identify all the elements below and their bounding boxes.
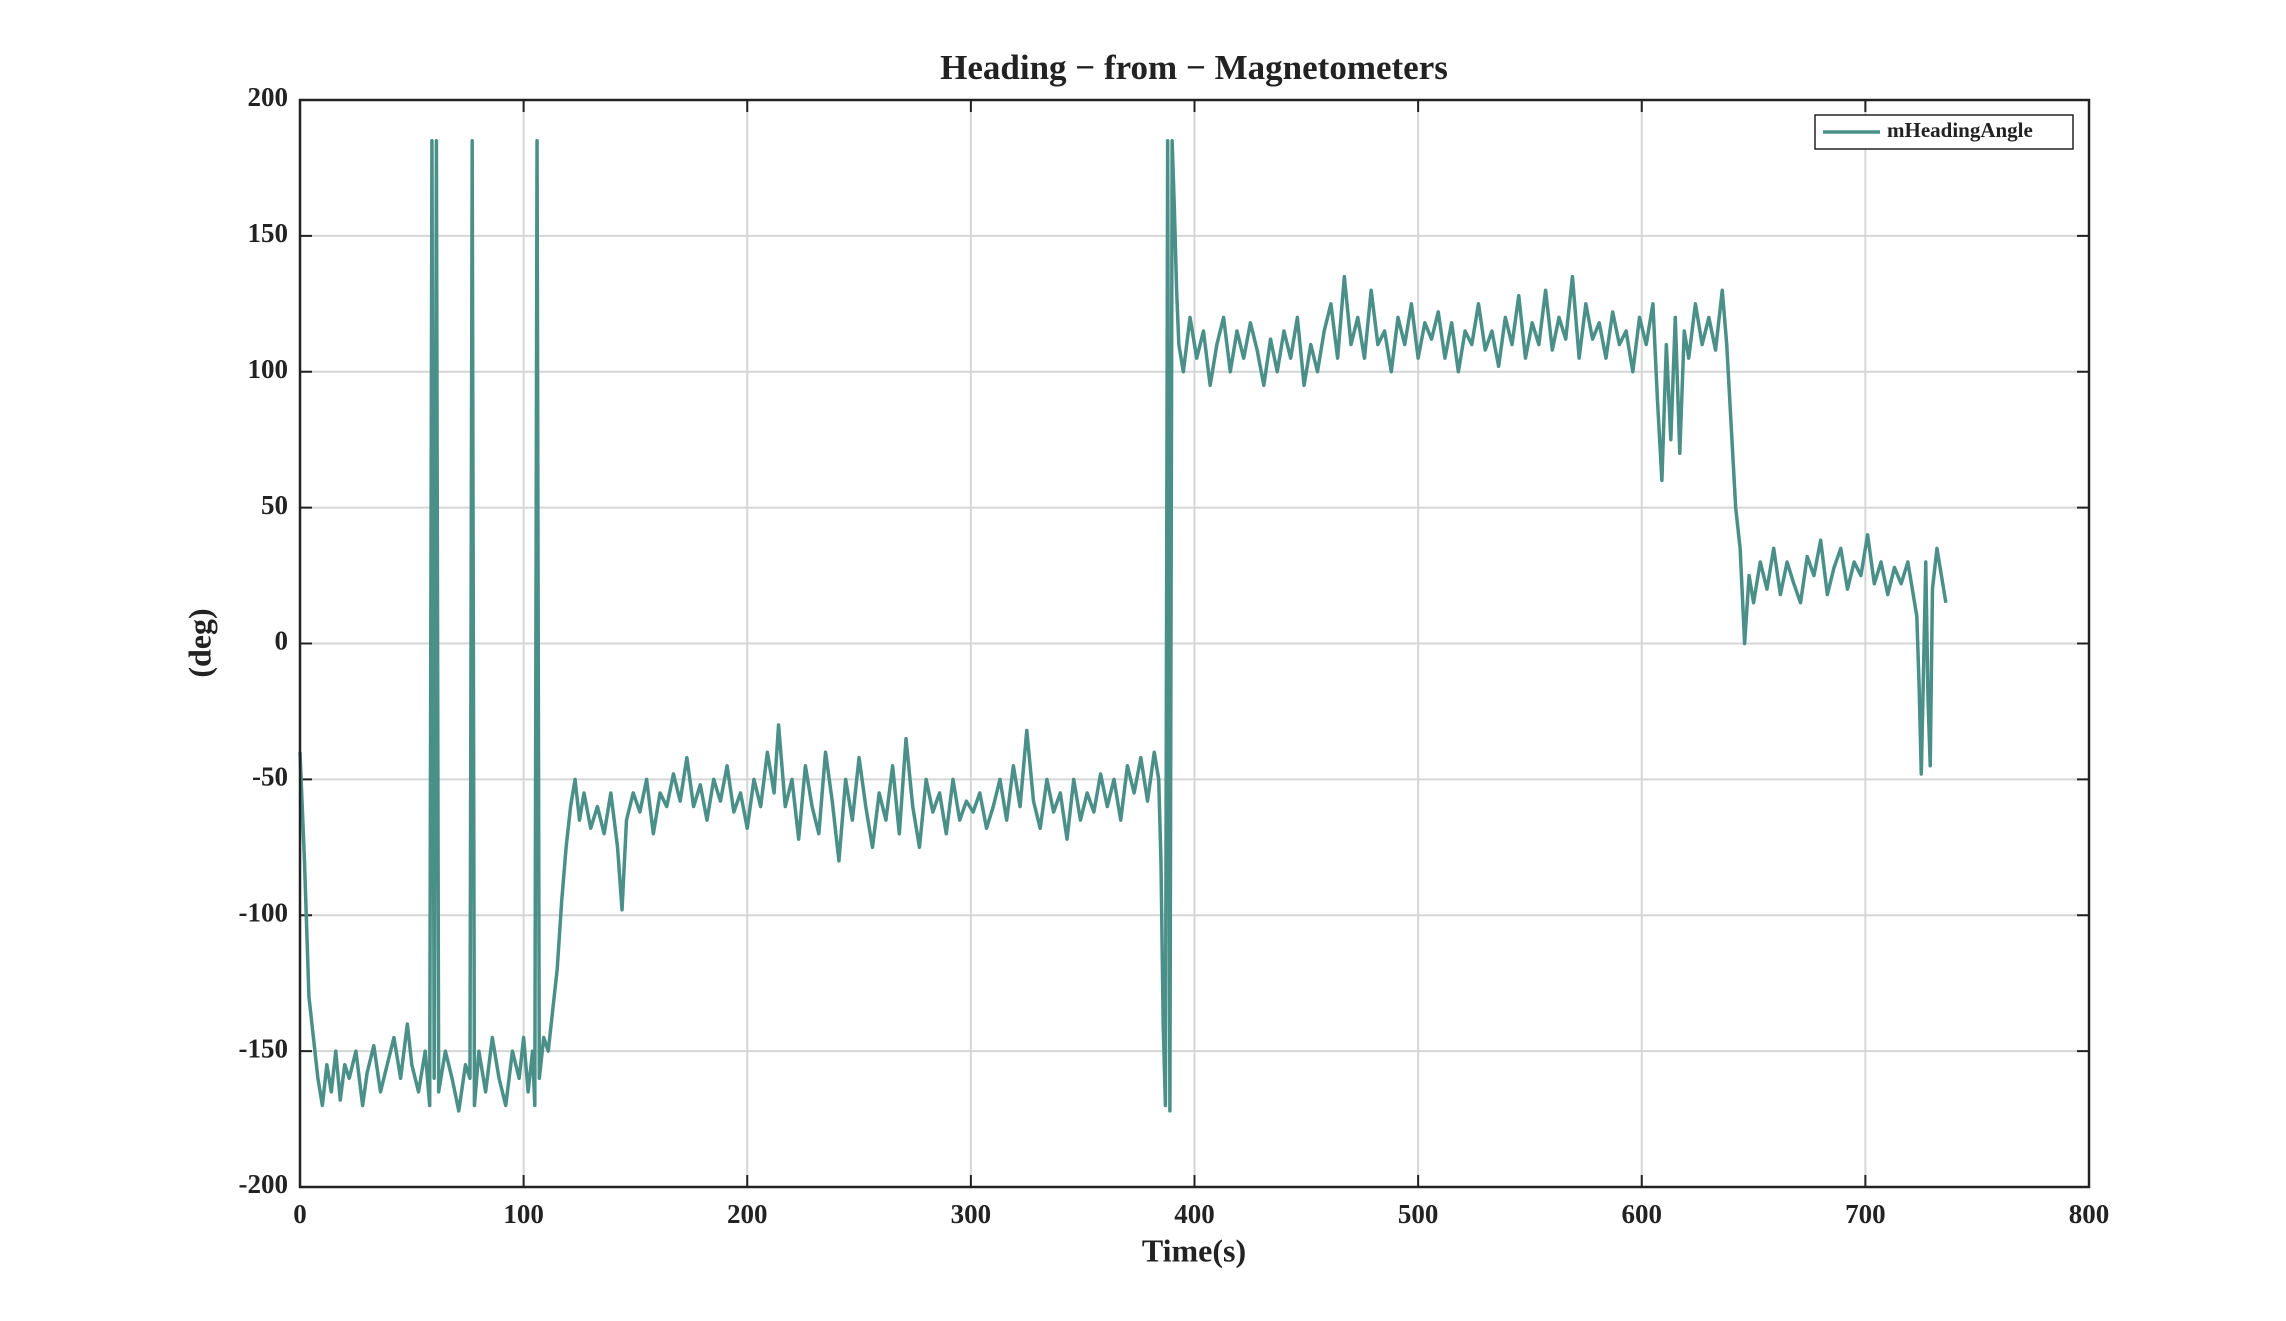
- x-tick-label: 200: [727, 1199, 768, 1229]
- x-tick-label: 400: [1174, 1199, 1215, 1229]
- x-tick-label: 800: [2069, 1199, 2110, 1229]
- x-tick-label: 300: [951, 1199, 992, 1229]
- data-line: [298, 139, 1948, 1113]
- x-tick-label: 700: [1845, 1199, 1886, 1229]
- y-tick-label: -100: [239, 897, 289, 927]
- legend-label: mHeadingAngle: [1887, 118, 2033, 142]
- y-tick-label: 50: [261, 490, 288, 520]
- y-axis-label: (deg): [181, 608, 217, 677]
- x-tick-label: 500: [1398, 1199, 1439, 1229]
- y-tick-label: -200: [239, 1169, 289, 1199]
- chart-title: Heading − from − Magnetometers: [940, 48, 1448, 87]
- y-tick-label: -150: [239, 1033, 289, 1063]
- x-axis-label: Time(s): [1142, 1232, 1246, 1268]
- x-tick-label: 0: [293, 1199, 307, 1229]
- x-tick-label: 100: [503, 1199, 544, 1229]
- y-tick-label: 200: [248, 82, 289, 112]
- y-tick-label: 0: [275, 626, 289, 656]
- y-tick-label: 150: [248, 218, 289, 248]
- plot-frame: [298, 98, 2091, 1189]
- y-tick-label: 100: [248, 354, 289, 384]
- y-tick-label: -50: [252, 762, 288, 792]
- x-tick-label: 600: [1622, 1199, 1663, 1229]
